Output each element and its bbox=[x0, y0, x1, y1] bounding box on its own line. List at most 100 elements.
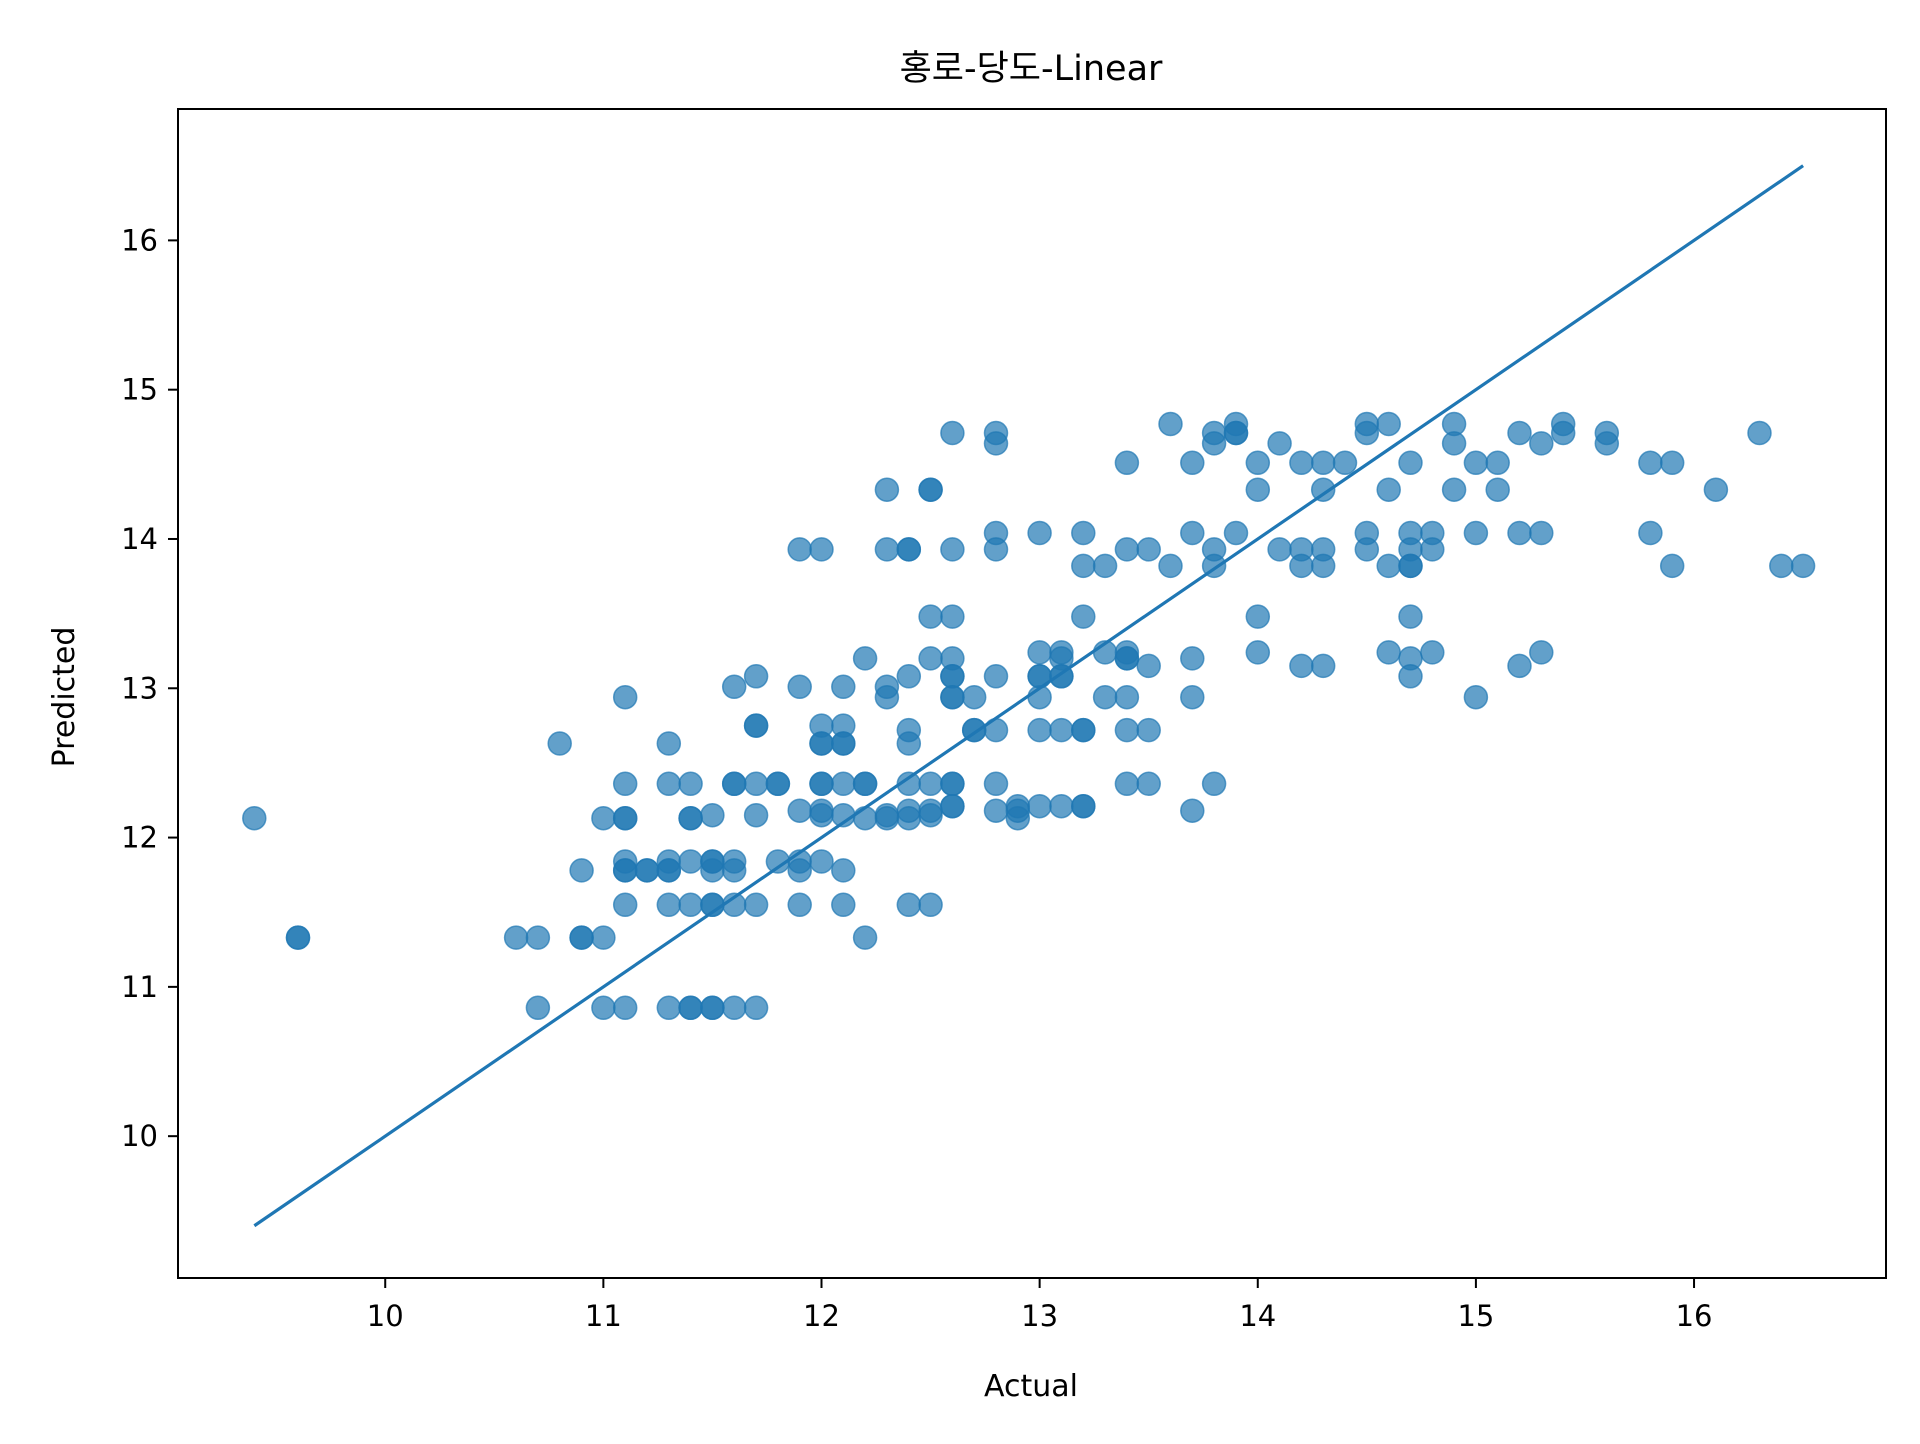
data-point bbox=[1201, 431, 1227, 456]
data-point bbox=[809, 731, 834, 756]
data-point bbox=[1398, 604, 1423, 629]
data-point bbox=[1507, 420, 1532, 446]
data-point bbox=[1114, 717, 1140, 743]
x-tick-label: 14 bbox=[1239, 1299, 1276, 1333]
data-point bbox=[918, 802, 943, 828]
y-tick-label: 12 bbox=[121, 821, 158, 855]
data-point bbox=[1420, 640, 1445, 665]
data-point bbox=[1703, 477, 1729, 502]
data-point bbox=[1158, 411, 1183, 437]
y-tick-label: 14 bbox=[121, 522, 158, 556]
data-point bbox=[1376, 640, 1401, 665]
data-point bbox=[1245, 640, 1271, 665]
data-point bbox=[787, 537, 812, 562]
y-axis-label: Predicted bbox=[47, 627, 82, 768]
data-point bbox=[1114, 684, 1140, 710]
data-point bbox=[918, 646, 943, 671]
data-point bbox=[721, 771, 747, 797]
data-point bbox=[743, 802, 769, 828]
data-point bbox=[1092, 684, 1118, 710]
data-point bbox=[656, 731, 682, 756]
data-point bbox=[896, 731, 922, 756]
data-point bbox=[678, 892, 703, 918]
data-point bbox=[612, 771, 638, 797]
data-point bbox=[1049, 793, 1074, 819]
data-point bbox=[896, 892, 922, 918]
data-point bbox=[743, 713, 769, 738]
data-point bbox=[634, 858, 660, 883]
data-point bbox=[1289, 553, 1314, 579]
data-point bbox=[1136, 717, 1161, 743]
data-point bbox=[852, 805, 878, 831]
data-point bbox=[1267, 537, 1292, 562]
reference-line-layer bbox=[253, 164, 1805, 1228]
data-point bbox=[831, 892, 856, 918]
data-point bbox=[852, 771, 878, 797]
data-point bbox=[940, 771, 965, 797]
data-point bbox=[1594, 431, 1620, 456]
data-point bbox=[1071, 553, 1096, 579]
data-point bbox=[1071, 793, 1096, 819]
x-axis-label: Actual bbox=[984, 1369, 1078, 1404]
data-point bbox=[1071, 604, 1096, 629]
x-tick-label: 13 bbox=[1021, 1299, 1058, 1333]
y-tick-label: 11 bbox=[121, 970, 158, 1004]
data-point bbox=[678, 849, 703, 874]
data-point bbox=[1332, 450, 1358, 476]
data-point bbox=[809, 802, 834, 828]
data-point bbox=[743, 995, 769, 1021]
data-point bbox=[809, 771, 834, 797]
data-point bbox=[1158, 553, 1183, 579]
data-point bbox=[1136, 537, 1161, 562]
data-point bbox=[1638, 450, 1663, 476]
data-point bbox=[1114, 537, 1140, 562]
data-point bbox=[765, 771, 791, 797]
data-point bbox=[678, 771, 703, 797]
data-point bbox=[1441, 477, 1467, 502]
data-point bbox=[1507, 520, 1532, 546]
data-point bbox=[242, 805, 267, 831]
data-point bbox=[852, 925, 878, 950]
data-point bbox=[1289, 653, 1314, 679]
data-point bbox=[831, 771, 856, 797]
data-point bbox=[1441, 431, 1467, 456]
data-point bbox=[1420, 537, 1445, 562]
data-point bbox=[656, 892, 682, 918]
y-tick-label: 15 bbox=[121, 373, 158, 407]
data-point bbox=[743, 664, 769, 689]
data-point bbox=[787, 892, 812, 918]
data-point bbox=[591, 995, 616, 1021]
data-point bbox=[1245, 450, 1271, 476]
data-point bbox=[896, 664, 922, 689]
data-point bbox=[721, 995, 747, 1021]
data-point bbox=[940, 664, 965, 689]
data-point bbox=[1638, 520, 1663, 546]
data-point bbox=[1659, 553, 1685, 579]
y-tick-label: 13 bbox=[121, 671, 158, 705]
data-point bbox=[743, 892, 769, 918]
data-point bbox=[940, 793, 965, 819]
data-point bbox=[1529, 431, 1554, 456]
axes: 10 11 12 13 14 15 16 10 11 12 13 14 15 16 bbox=[121, 108, 1887, 1333]
data-point bbox=[656, 771, 682, 797]
data-point bbox=[1114, 450, 1140, 476]
data-point bbox=[700, 858, 725, 883]
data-point bbox=[1114, 646, 1140, 671]
y-tick-label: 10 bbox=[121, 1119, 158, 1153]
data-point bbox=[1245, 477, 1271, 502]
data-point bbox=[547, 731, 572, 756]
plot-frame bbox=[177, 108, 1887, 1279]
y-tick-label: 16 bbox=[121, 223, 158, 257]
data-point bbox=[1529, 640, 1554, 665]
data-point bbox=[1485, 450, 1510, 476]
data-point bbox=[1180, 450, 1205, 476]
data-point bbox=[503, 925, 529, 950]
data-point bbox=[1136, 653, 1161, 679]
data-point bbox=[918, 477, 943, 502]
data-point bbox=[787, 798, 812, 823]
data-point bbox=[656, 858, 682, 883]
data-point bbox=[787, 674, 812, 700]
data-point bbox=[896, 805, 922, 831]
